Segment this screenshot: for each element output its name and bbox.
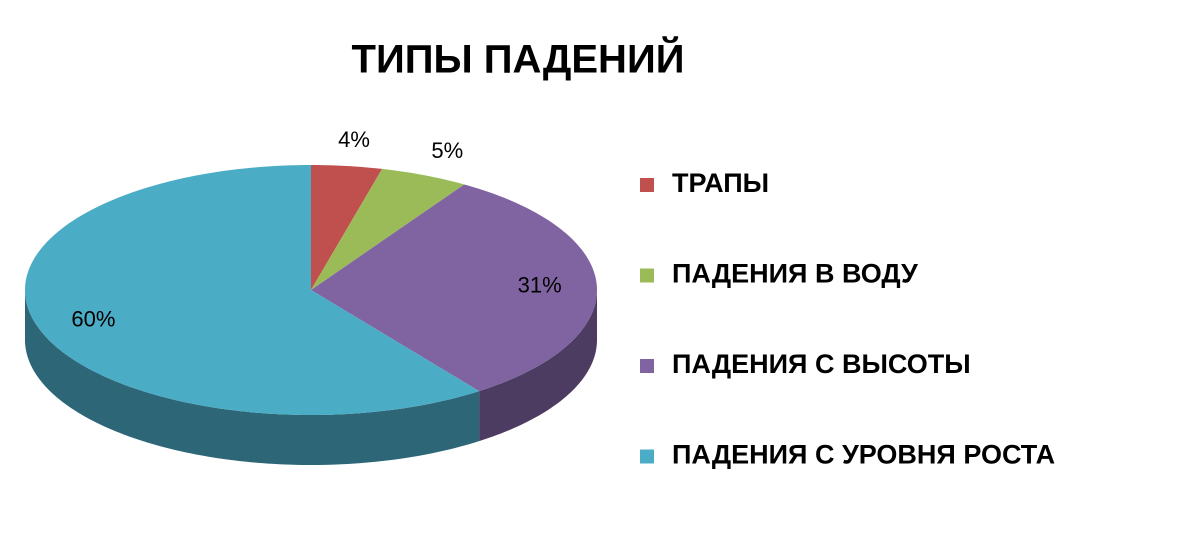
data-label: 60% bbox=[71, 307, 115, 332]
legend-swatch bbox=[640, 178, 654, 192]
legend-label: ТРАПЫ bbox=[672, 168, 769, 198]
pie-slice bbox=[25, 165, 480, 415]
legend-label: ПАДЕНИЯ В ВОДУ bbox=[672, 259, 919, 289]
legend-swatch bbox=[640, 268, 654, 283]
chart-title: ТИПЫ ПАДЕНИЙ bbox=[352, 36, 685, 82]
data-label: 31% bbox=[518, 273, 562, 298]
data-label: 4% bbox=[338, 127, 370, 152]
legend-label: ПАДЕНИЯ С ВЫСОТЫ bbox=[672, 349, 971, 379]
legend-swatch bbox=[640, 359, 654, 373]
data-label: 5% bbox=[431, 138, 463, 163]
pie-slice bbox=[311, 184, 597, 392]
pie-side bbox=[479, 290, 597, 442]
pie-slice bbox=[311, 165, 383, 290]
pie-slice bbox=[311, 168, 465, 290]
pie-side bbox=[25, 290, 480, 465]
legend-swatch bbox=[640, 449, 654, 464]
legend-label: ПАДЕНИЯ С УРОВНЯ РОСТА bbox=[672, 440, 1055, 470]
